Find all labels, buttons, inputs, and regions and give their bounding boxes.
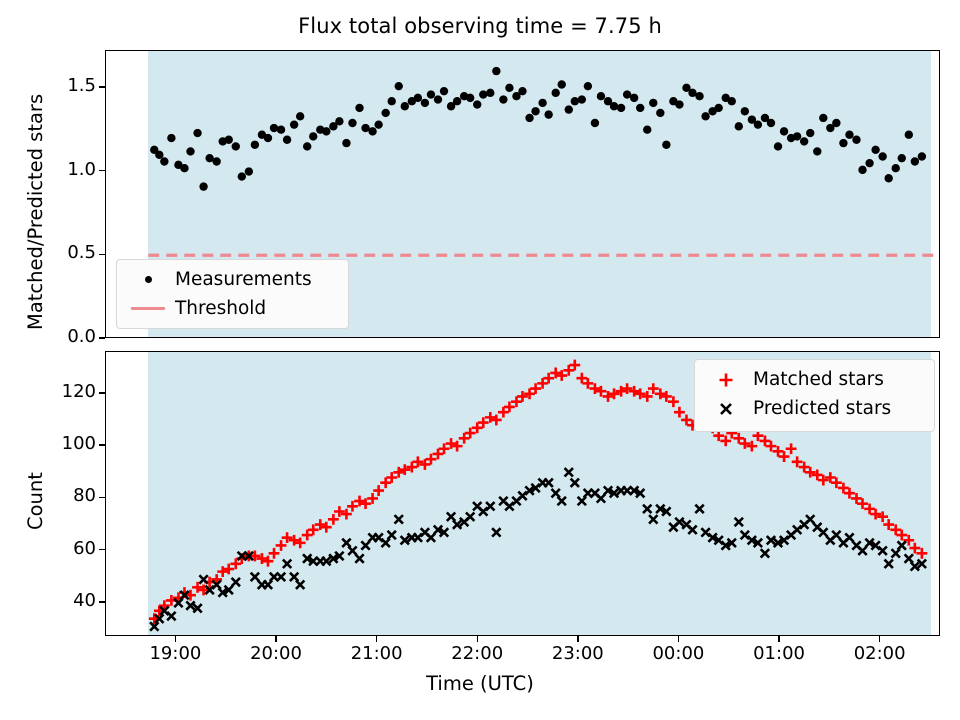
xtick-mark-7: [878, 636, 881, 642]
top-ytick-label-0: 0.0: [67, 326, 96, 347]
top-ytick-mark-1: [99, 253, 105, 255]
xtick-mark-1: [275, 636, 277, 642]
xtick-mark-3: [476, 636, 478, 642]
bottom-ytick-label-3: 100: [61, 433, 96, 455]
bottom-ytick-mark-4: [99, 392, 105, 394]
legend-item-threshold[interactable]: Threshold: [125, 294, 338, 323]
x-axis-label: Time (UTC): [426, 672, 534, 695]
bottom-ytick-label-0: 40: [73, 590, 96, 611]
legend-item-predicted-stars[interactable]: Predicted stars: [703, 394, 924, 423]
bottom-ytick-mark-0: [99, 601, 105, 603]
bottom-ytick-label-2: 80: [73, 485, 96, 507]
top-panel-y-axis-label: Matched/Predicted stars: [24, 93, 47, 330]
legend-label-matched-stars: Matched stars: [753, 369, 884, 390]
bottom-ytick-label-1: 60: [73, 537, 96, 559]
bottom-ytick-mark-3: [99, 444, 105, 446]
bottom-ytick-label-4: 120: [61, 380, 96, 402]
measurements-scatter: [150, 66, 927, 191]
xtick-mark-4: [577, 636, 579, 642]
legend-label-threshold: Threshold: [175, 298, 267, 319]
xtick-label-0: 19:00: [149, 643, 202, 664]
xtick-label-2: 21:00: [350, 643, 403, 664]
cross-marker-icon: [703, 399, 749, 419]
top-ytick-label-3: 1.5: [67, 74, 96, 96]
xtick-label-6: 01:00: [753, 643, 805, 664]
top-ytick-mark-0: [99, 337, 105, 339]
top-ytick-label-2: 1.0: [67, 158, 96, 180]
xtick-label-7: 02:00: [853, 643, 906, 664]
xtick-label-5: 00:00: [652, 643, 705, 664]
xtick-mark-5: [677, 636, 680, 642]
xtick-mark-0: [174, 636, 177, 642]
bottom-ytick-mark-2: [99, 496, 105, 499]
measurements-marker-icon: [125, 276, 171, 283]
top-panel-legend[interactable]: Measurements Threshold: [116, 259, 349, 329]
threshold-dashed-line-icon: [125, 306, 171, 311]
legend-item-matched-stars[interactable]: Matched stars: [703, 365, 924, 394]
xtick-label-1: 20:00: [250, 643, 302, 664]
xtick-mark-6: [778, 636, 780, 642]
legend-item-measurements[interactable]: Measurements: [125, 265, 338, 294]
top-ytick-mark-2: [99, 169, 105, 172]
plus-marker-icon: [703, 370, 749, 390]
bottom-panel-legend[interactable]: Matched stars Predicted stars: [694, 359, 935, 432]
top-ytick-mark-3: [99, 86, 105, 88]
bottom-ytick-mark-1: [99, 549, 105, 551]
figure-title: Flux total observing time = 7.75 h: [298, 14, 662, 38]
top-ytick-label-1: 0.5: [67, 242, 96, 264]
xtick-label-4: 23:00: [551, 643, 604, 664]
legend-label-measurements: Measurements: [175, 269, 312, 290]
top-panel-data-layer: [148, 66, 939, 257]
xtick-label-3: 22:00: [451, 643, 504, 664]
predicted-stars-scatter: [149, 467, 928, 632]
legend-label-predicted-stars: Predicted stars: [753, 398, 892, 419]
xtick-mark-2: [375, 636, 378, 642]
